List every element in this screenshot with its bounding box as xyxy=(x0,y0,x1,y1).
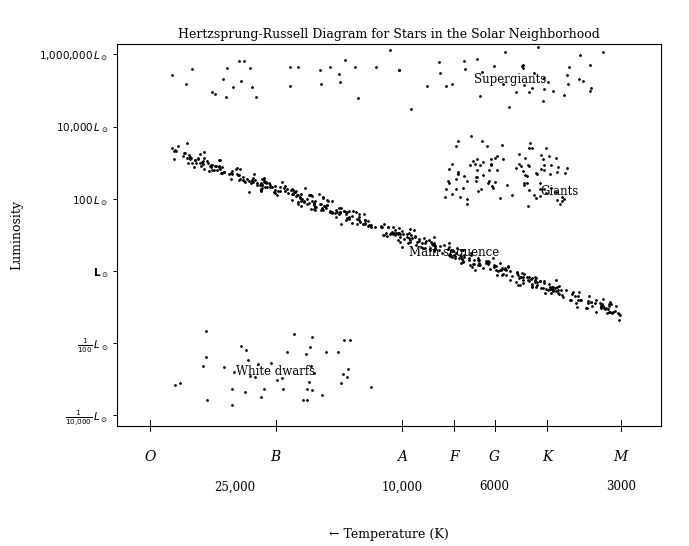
Text: 6000: 6000 xyxy=(480,480,510,494)
Text: ← Temperature (K): ← Temperature (K) xyxy=(329,527,449,541)
Text: F: F xyxy=(449,450,459,465)
Text: B: B xyxy=(271,450,281,465)
Text: Giants: Giants xyxy=(540,185,579,198)
Text: 25,000: 25,000 xyxy=(215,480,256,494)
Text: Main sequence: Main sequence xyxy=(409,246,500,259)
Text: M: M xyxy=(614,450,628,465)
Text: G: G xyxy=(489,450,500,465)
Text: K: K xyxy=(542,450,552,465)
Text: White dwarfs: White dwarfs xyxy=(236,365,316,378)
Title: Hertzsprung-Russell Diagram for Stars in the Solar Neighborhood: Hertzsprung-Russell Diagram for Stars in… xyxy=(178,28,600,41)
Text: 3000: 3000 xyxy=(606,480,636,494)
Text: O: O xyxy=(144,450,156,465)
Text: Luminosity: Luminosity xyxy=(11,200,23,270)
Text: A: A xyxy=(397,450,407,465)
Text: 10,000: 10,000 xyxy=(381,480,422,494)
Text: Supergiants: Supergiants xyxy=(475,73,546,86)
